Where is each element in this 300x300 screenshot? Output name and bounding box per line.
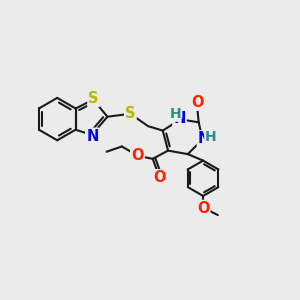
- Text: N: N: [173, 111, 186, 126]
- Text: N: N: [198, 131, 210, 146]
- Text: O: O: [197, 201, 209, 216]
- Text: H: H: [205, 130, 217, 144]
- Text: O: O: [191, 95, 203, 110]
- Text: S: S: [125, 106, 136, 121]
- Text: S: S: [88, 91, 99, 106]
- Text: N: N: [86, 129, 99, 144]
- Text: O: O: [153, 170, 166, 185]
- Text: O: O: [131, 148, 144, 163]
- Text: H: H: [169, 107, 181, 121]
